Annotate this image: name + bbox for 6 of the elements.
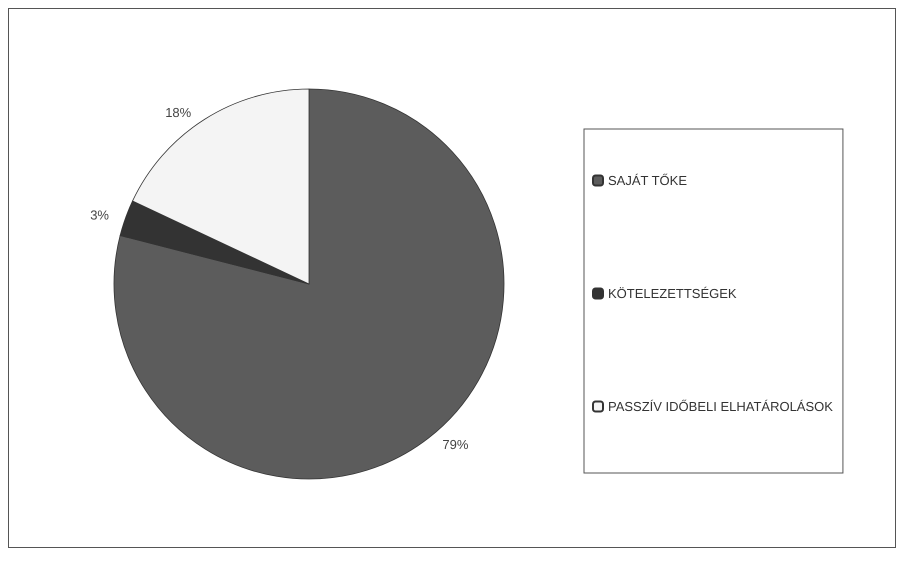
data-label: 79% <box>442 436 469 452</box>
legend-label: SAJÁT TŐKE <box>608 173 688 188</box>
legend-label: PASSZÍV IDŐBELI ELHATÁROLÁSOK <box>608 399 834 414</box>
data-label: 3% <box>90 208 110 223</box>
legend-label: KÖTELEZETTSÉGEK <box>608 286 737 301</box>
data-label: 18% <box>165 105 192 120</box>
